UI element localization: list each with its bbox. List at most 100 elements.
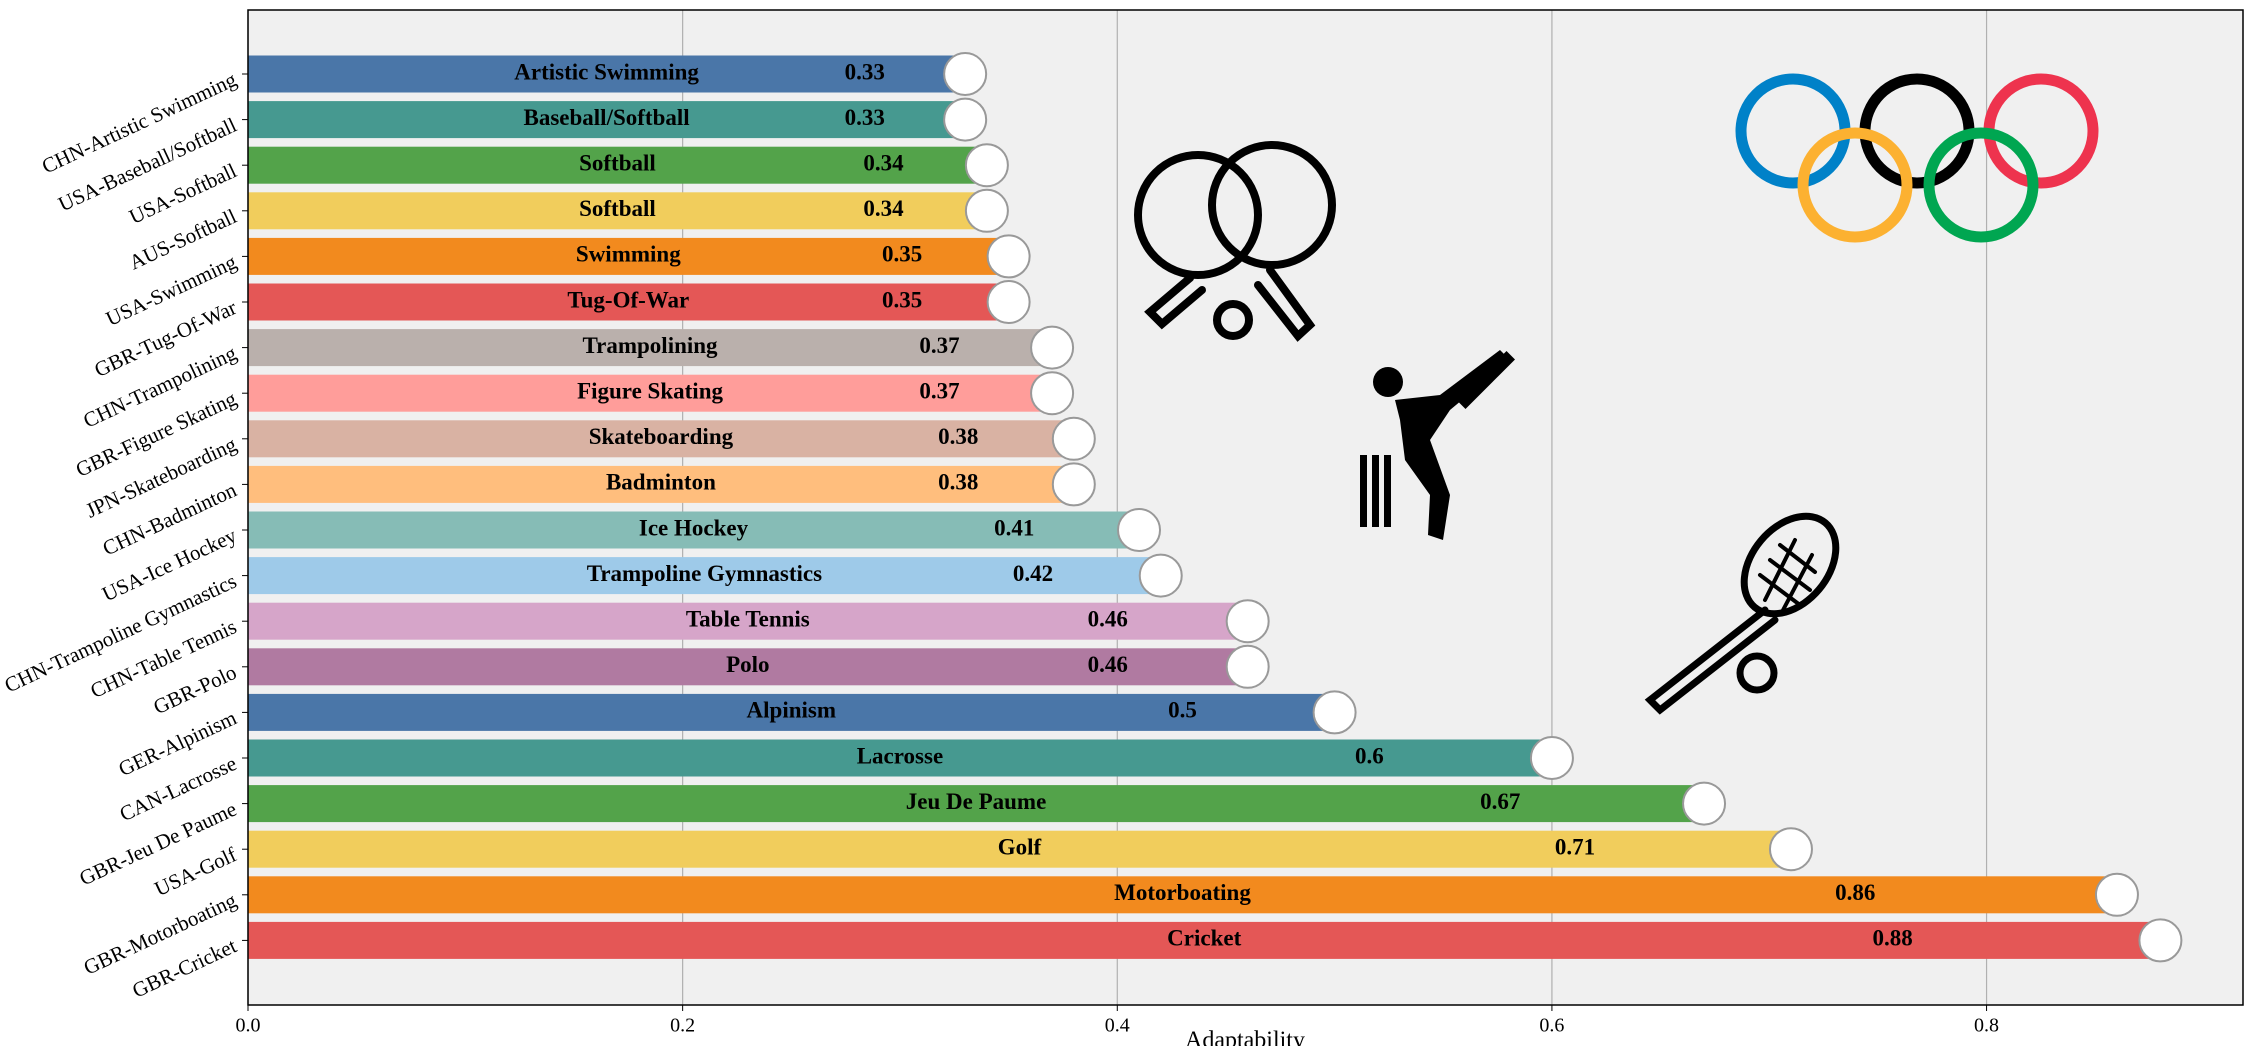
flag-marker [1051, 416, 1096, 461]
x-tick-label: 0.8 [1974, 1015, 1999, 1037]
ball [1213, 300, 1253, 340]
flag-marker [986, 280, 1031, 324]
stump [1360, 455, 1367, 527]
stick-head [1740, 512, 1840, 618]
bar-label: Jeu De Paume [906, 789, 1047, 814]
value-label: 0.37 [919, 333, 959, 358]
value-label: 0.6 [1355, 743, 1384, 768]
flag-marker [2138, 918, 2183, 963]
bar-label: Motorboating [1114, 880, 1251, 905]
value-label: 0.86 [1835, 880, 1875, 905]
bar-label: Cricket [1167, 926, 1241, 951]
bar-label: Tug-Of-War [567, 287, 689, 312]
bar [248, 465, 1074, 503]
flag-marker [1682, 781, 1727, 826]
bar-label: Lacrosse [857, 743, 943, 768]
flag-marker [986, 234, 1031, 279]
value-label: 0.35 [882, 242, 922, 267]
value-label: 0.46 [1088, 606, 1128, 631]
flag-marker [1051, 462, 1096, 507]
value-label: 0.42 [1013, 561, 1053, 586]
paddle [1134, 151, 1262, 279]
bar-label: Alpinism [747, 698, 836, 723]
value-label: 0.38 [938, 424, 978, 449]
bar-label: Artistic Swimming [514, 59, 699, 84]
x-axis-label: Adaptability [1185, 1028, 1305, 1046]
head [1373, 367, 1403, 397]
paddle [1208, 141, 1336, 269]
value-label: 0.35 [882, 287, 922, 312]
flag-marker [2094, 872, 2139, 917]
bat [1457, 351, 1515, 409]
flag-marker [1225, 644, 1270, 689]
bar [248, 602, 1248, 640]
bar-label: Figure Skating [577, 378, 723, 403]
value-label: 0.33 [845, 105, 885, 130]
flag-marker [1030, 371, 1075, 416]
bar-label: Trampoline Gymnastics [587, 561, 822, 586]
bar [248, 329, 1053, 367]
flag-marker [1117, 508, 1162, 552]
bar-label: Trampolining [583, 333, 719, 358]
flag-marker [1768, 827, 1813, 872]
flag-marker [943, 52, 988, 96]
bar-label: Swimming [576, 242, 681, 267]
value-label: 0.46 [1088, 652, 1128, 677]
lacrosse-icon [1644, 512, 1840, 715]
bar [248, 283, 1009, 321]
handle [1144, 274, 1206, 330]
bar-label: Ice Hockey [639, 515, 749, 540]
bar-label: Polo [726, 652, 769, 677]
flag-marker [1225, 599, 1270, 644]
olympic-rings [1735, 73, 2099, 243]
handle [1254, 266, 1316, 342]
stump [1384, 455, 1391, 527]
bar [248, 146, 987, 184]
bar [248, 921, 2161, 959]
bar [248, 876, 2117, 914]
value-label: 0.67 [1480, 789, 1520, 814]
bar [248, 830, 1791, 868]
value-label: 0.34 [863, 196, 904, 221]
x-tick-label: 0.0 [236, 1015, 261, 1037]
x-tick-label: 0.2 [670, 1015, 695, 1037]
value-label: 0.34 [863, 150, 904, 175]
value-label: 0.71 [1555, 834, 1595, 859]
bar [248, 739, 1552, 777]
shaft [1644, 606, 1779, 715]
x-tick-label: 0.4 [1105, 1015, 1130, 1037]
bar [248, 785, 1705, 823]
bar [248, 192, 987, 230]
cricket-icon [1360, 350, 1515, 540]
bar [248, 648, 1248, 686]
bar [248, 374, 1053, 412]
value-label: 0.41 [994, 515, 1034, 540]
bar-label: Softball [579, 196, 656, 221]
net [1758, 538, 1817, 614]
bar [248, 101, 966, 139]
value-label: 0.5 [1168, 698, 1197, 723]
flag-marker [1138, 553, 1183, 598]
bar [248, 557, 1161, 595]
plot-frame [247, 9, 2244, 1006]
ring [1923, 127, 2039, 243]
bar [248, 511, 1140, 549]
bar-label: Badminton [606, 470, 716, 495]
bar [248, 420, 1074, 458]
value-label: 0.33 [845, 59, 885, 84]
stump [1372, 455, 1379, 527]
x-tick-label: 0.6 [1539, 1015, 1564, 1037]
flag-marker [943, 97, 988, 142]
bar [248, 55, 966, 93]
value-label: 0.88 [1873, 926, 1913, 951]
flag-marker [964, 143, 1009, 188]
bar [248, 237, 1009, 275]
ping-pong-icon [1134, 141, 1336, 342]
ring [1797, 127, 1913, 243]
value-label: 0.37 [919, 378, 959, 403]
ball [1736, 652, 1778, 694]
bar-label: Golf [998, 834, 1042, 859]
bar [248, 693, 1335, 731]
